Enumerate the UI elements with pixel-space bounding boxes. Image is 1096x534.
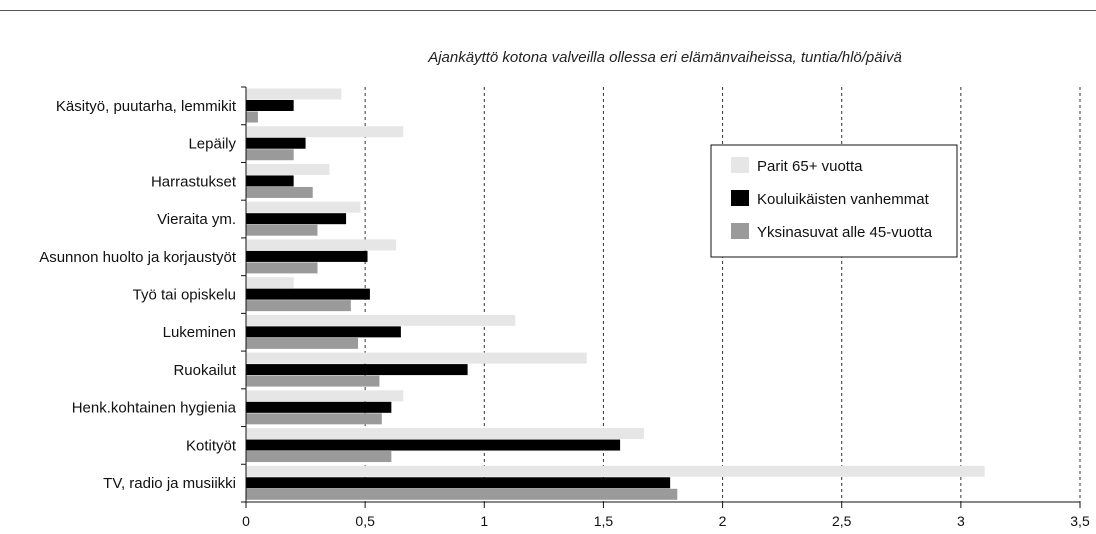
bar-2-4 xyxy=(246,213,347,225)
category-label-2: Lepäily xyxy=(188,136,236,153)
x-tick-label-5: 2,5 xyxy=(832,513,852,529)
x-tick-label-4: 2 xyxy=(719,513,727,529)
bar-1-6 xyxy=(246,277,294,289)
legend-swatch-1 xyxy=(731,157,749,173)
x-tick-label-0: 0 xyxy=(242,513,250,529)
bar-series xyxy=(246,88,985,500)
category-label-10: Kotityöt xyxy=(186,437,237,454)
chart-title: Ajankäyttö kotona valveilla ollessa eri … xyxy=(427,49,902,66)
bar-1-8 xyxy=(246,352,587,364)
bar-2-7 xyxy=(246,326,401,338)
bar-3-4 xyxy=(246,224,318,236)
bar-3-8 xyxy=(246,375,380,387)
bar-1-1 xyxy=(246,88,342,100)
bar-2-10 xyxy=(246,439,621,451)
bar-1-4 xyxy=(246,201,361,213)
bar-1-9 xyxy=(246,390,404,402)
legend-box xyxy=(710,144,958,258)
legend-swatch-3 xyxy=(731,223,749,239)
category-label-6: Työ tai opiskelu xyxy=(133,287,236,304)
x-tick-labels: 0 0,5 1 1,5 2 2,5 3 3,5 xyxy=(242,513,1090,529)
bar-2-8 xyxy=(246,364,468,376)
legend-swatch-2 xyxy=(731,190,749,206)
category-labels: Käsityö, puutarha, lemmikit Lepäily Harras… xyxy=(39,98,237,492)
bar-2-11 xyxy=(246,477,671,489)
bar-3-11 xyxy=(246,488,678,500)
bar-3-1 xyxy=(246,111,258,123)
x-tick-label-2: 1 xyxy=(480,513,488,529)
legend-label-1: Parit 65+ vuotta xyxy=(757,158,863,175)
category-label-9: Henk.kohtainen hygienia xyxy=(72,400,237,417)
bar-3-9 xyxy=(246,413,382,425)
category-label-1: Käsityö, puutarha, lemmikit xyxy=(56,98,237,115)
category-label-3: Harrastukset xyxy=(151,173,237,190)
bar-2-5 xyxy=(246,250,368,262)
x-tick-label-3: 1,5 xyxy=(594,513,614,529)
axes xyxy=(241,86,1081,508)
bar-2-6 xyxy=(246,288,370,300)
bar-1-11 xyxy=(246,465,985,477)
top-rule xyxy=(0,10,1096,11)
category-label-7: Lukeminen xyxy=(163,324,236,341)
x-tick-label-6: 3 xyxy=(957,513,965,529)
bar-1-3 xyxy=(246,163,330,175)
category-label-8: Ruokailut xyxy=(173,362,236,379)
bar-3-10 xyxy=(246,451,392,463)
bar-2-1 xyxy=(246,100,294,111)
bar-1-2 xyxy=(246,126,404,138)
bar-3-6 xyxy=(246,300,351,312)
legend-label-2: Kouluikäisten vanhemmat xyxy=(757,191,930,208)
x-tick-label-7: 3,5 xyxy=(1070,513,1090,529)
bar-1-7 xyxy=(246,314,516,326)
bar-2-9 xyxy=(246,401,392,413)
category-label-11: TV, radio ja musiikki xyxy=(103,475,236,492)
bar-2-2 xyxy=(246,137,306,149)
bar-3-7 xyxy=(246,337,358,349)
bar-3-3 xyxy=(246,186,313,198)
legend-label-3: Yksinasuvat alle 45-vuotta xyxy=(757,224,933,241)
bar-3-2 xyxy=(246,149,294,161)
category-label-4: Vieraita ym. xyxy=(157,211,236,228)
bar-3-5 xyxy=(246,262,318,274)
x-tick-label-1: 0,5 xyxy=(355,513,375,529)
legend: Parit 65+ vuotta Kouluikäisten vanhemmat Y… xyxy=(710,144,958,258)
bar-1-5 xyxy=(246,239,397,251)
bar-1-10 xyxy=(246,428,644,440)
category-label-5: Asunnon huolto ja korjaustyöt xyxy=(39,249,237,266)
bar-2-3 xyxy=(246,175,294,187)
